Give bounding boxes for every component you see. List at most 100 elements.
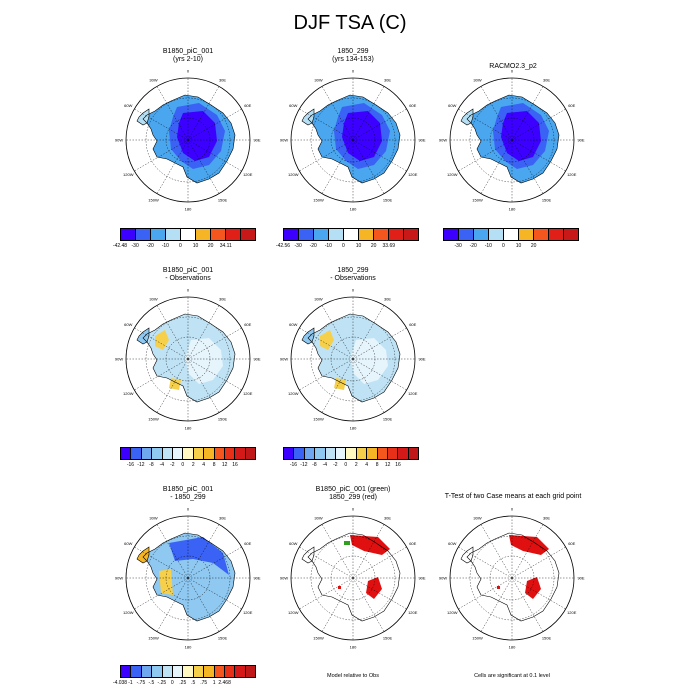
- colorbar-swatch: [193, 666, 205, 677]
- colorbar-swatch: [226, 229, 241, 240]
- colorbar-tick-label: -10: [161, 243, 169, 249]
- colorbar-swatch: [214, 666, 225, 677]
- map-case1-bias: 0 30E 60E 90E 120E 150E 180 150W 120W 90W 60W 30W: [115, 288, 261, 431]
- map-case1: 0 30E 60E 90E 120E 150E 180 150W 120W 90W 60W 30W: [115, 69, 261, 212]
- colorbar-swatch: [304, 448, 316, 459]
- longitude-label: 30E: [384, 78, 391, 83]
- meridian-line: [511, 108, 566, 141]
- meridian-line: [321, 305, 354, 360]
- meridian-line: [352, 358, 385, 413]
- colorbar-swatch: [181, 229, 196, 240]
- meridian-line: [156, 86, 189, 141]
- longitude-label: 60E: [409, 541, 416, 546]
- coastline: [142, 94, 236, 184]
- panel-title-obs: RACMO2.3_p2: [489, 63, 537, 70]
- longitude-label: 90W: [280, 576, 288, 581]
- colorbar-swatch: [193, 448, 205, 459]
- meridian-line: [156, 305, 189, 360]
- colorbar-tick-label: -30: [131, 243, 139, 249]
- map-ttest-significance: 0 30E 60E 90E 120E 150E 180 150W 120W 90W 60W 30W: [439, 507, 585, 650]
- colorbar-swatch: [121, 229, 136, 240]
- colorbar-tick-label: -8: [312, 462, 317, 468]
- colorbar-tick-label: -16: [289, 462, 298, 468]
- meridian-line: [352, 546, 407, 579]
- longitude-label: 150E: [218, 197, 228, 202]
- meridian-line: [352, 524, 385, 579]
- colorbar-swatch: [121, 448, 132, 459]
- meridian-line: [352, 358, 407, 391]
- colorbar-tick-label: 12: [221, 462, 228, 468]
- longitude-label: 60E: [409, 322, 416, 327]
- meridian-line: [458, 108, 513, 141]
- colorbar-swatch: [474, 229, 489, 240]
- colorbar-swatch: [299, 229, 314, 240]
- meridian-line: [187, 358, 220, 413]
- colorbar-tick-label: 16: [232, 462, 238, 468]
- colorbar-swatch: [335, 448, 347, 459]
- colorbar-tick-label: -30: [294, 243, 302, 249]
- colorbar-swatch: [387, 448, 399, 459]
- longitude-label: 30W: [149, 297, 157, 302]
- significant-cells: [366, 577, 382, 599]
- meridian-line: [187, 546, 242, 579]
- map-case2: 0 30E 60E 90E 120E 150E 180 150W 120W 90W 60W 30W: [280, 69, 426, 212]
- warm-bias-patch: [334, 378, 346, 390]
- colorbar-swatch: [344, 229, 359, 240]
- meridian-line: [321, 524, 354, 579]
- colorbar-tick-label: -4: [322, 462, 328, 468]
- colorbar-tick-label: -30: [454, 243, 462, 249]
- meridian-line: [321, 139, 354, 194]
- panel-title-case2-bias: 1850_299 - Observations: [330, 267, 376, 282]
- meridian-line: [187, 108, 242, 141]
- footnote-model-relative-to-obs: Model relative to Obs: [327, 673, 379, 679]
- colorbar-swatch: [235, 448, 246, 459]
- colorbar-swatch: [141, 666, 153, 677]
- colorbar-swatch: [489, 229, 504, 240]
- colorbar-swatch: [294, 448, 305, 459]
- colorbar-swatch: [408, 448, 419, 459]
- longitude-label: 180: [350, 645, 357, 650]
- colorbar-swatch: [356, 448, 368, 459]
- longitude-label: 180: [350, 426, 357, 431]
- colorbar-case2-bias: [283, 447, 419, 460]
- longitude-label: 0: [187, 69, 190, 74]
- colorbar-swatch: [315, 448, 326, 459]
- meridian-line: [321, 358, 354, 413]
- coastline: [307, 94, 401, 184]
- longitude-label: 90E: [418, 576, 425, 581]
- meridian-line: [458, 577, 513, 610]
- longitude-label: 120E: [567, 172, 577, 177]
- meridian-line: [480, 139, 513, 194]
- interior-fill: [501, 111, 541, 161]
- longitude-label: 180: [185, 207, 192, 212]
- colorbar-swatch: [377, 448, 388, 459]
- longitude-label: 30W: [149, 516, 157, 521]
- peninsula-fill: [302, 109, 314, 125]
- colorbar-tick-label: -1: [128, 680, 133, 686]
- longitude-label: 180: [185, 426, 192, 431]
- meridian-line: [511, 546, 566, 579]
- longitude-label: 150W: [472, 197, 483, 202]
- colorbar-swatch: [183, 448, 194, 459]
- longitude-label: 30W: [314, 297, 322, 302]
- longitude-label: 150E: [383, 635, 393, 640]
- longitude-label: 180: [509, 207, 516, 212]
- meridian-line: [134, 546, 189, 579]
- longitude-label: 90E: [418, 357, 425, 362]
- longitude-label: 0: [352, 507, 355, 512]
- longitude-label: 90E: [253, 576, 260, 581]
- meridian-line: [511, 139, 544, 194]
- meridian-line: [511, 577, 544, 632]
- longitude-label: 120W: [288, 391, 299, 396]
- meridian-line: [187, 305, 220, 360]
- longitude-label: 60W: [448, 541, 456, 546]
- colorbar-obs: [443, 228, 579, 241]
- meridian-line: [458, 139, 513, 172]
- longitude-label: 60W: [289, 103, 297, 108]
- meridian-line: [187, 327, 242, 360]
- colorbar-tick-label: 0: [502, 243, 505, 249]
- interior-fill: [185, 338, 223, 384]
- colorbar-tick-label: 8: [375, 462, 379, 468]
- meridian-line: [187, 358, 242, 391]
- page-title: DJF TSA (C): [293, 12, 407, 34]
